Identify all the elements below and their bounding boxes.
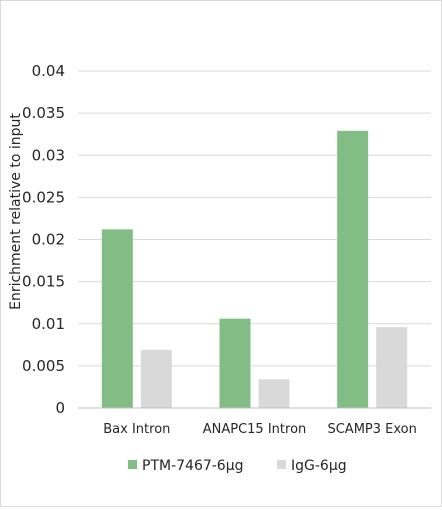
legend-label: IgG-6µg [291, 458, 347, 474]
bar [140, 349, 172, 408]
bar [101, 229, 133, 408]
y-tick-label: 0.03 [32, 146, 65, 164]
legend-swatch [277, 460, 286, 469]
y-tick-label: 0.015 [22, 273, 65, 291]
legend-label: PTM-7467-6µg [142, 458, 244, 474]
bar [219, 318, 251, 408]
y-tick-label: 0.02 [32, 231, 65, 249]
bars [101, 130, 408, 408]
y-tick-label: 0 [55, 399, 65, 417]
y-axis-label: Enrichment relative to input [8, 113, 24, 310]
x-tick-label: Bax Intron [103, 422, 170, 437]
x-tick-label: ANAPC15 Intron [203, 422, 307, 437]
bar [337, 130, 369, 408]
y-axis-ticks: 0 0.005 0.01 0.015 0.02 0.025 0.03 0.035 0.04 [22, 62, 65, 417]
y-tick-label: 0.01 [32, 315, 65, 333]
bar [258, 379, 290, 408]
y-tick-label: 0.04 [32, 62, 65, 80]
gridlines [78, 70, 431, 367]
y-tick-label: 0.005 [22, 357, 65, 375]
bar [376, 327, 408, 408]
legend-swatch [128, 460, 137, 469]
legend: PTM-7467-6µg IgG-6µg [128, 458, 347, 474]
x-axis-ticks: Bax Intron ANAPC15 Intron SCAMP3 Exon [103, 422, 417, 437]
y-tick-label: 0.025 [22, 188, 65, 206]
y-tick-label: 0.035 [22, 104, 65, 122]
x-tick-label: SCAMP3 Exon [327, 422, 416, 437]
